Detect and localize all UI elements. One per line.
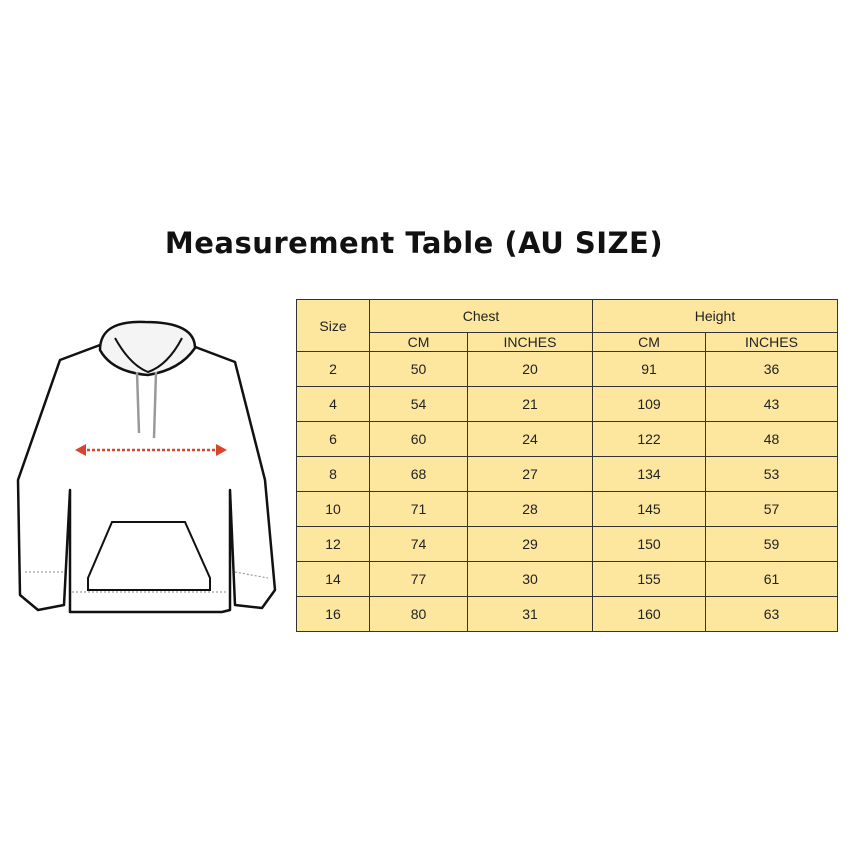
table-cell: 155: [592, 561, 706, 597]
table-cell: 14: [296, 561, 370, 597]
table-cell: 145: [592, 491, 706, 527]
height-header: Height: [592, 299, 838, 333]
table-cell: 27: [467, 456, 593, 492]
table-cell: 54: [369, 386, 468, 422]
table-cell: 24: [467, 421, 593, 457]
table-cell: 50: [369, 351, 468, 387]
unit-header: CM: [592, 332, 706, 352]
table-row: 6 60 24 122 48: [296, 421, 838, 457]
table-cell: 48: [705, 421, 838, 457]
table-cell: 134: [592, 456, 706, 492]
table-row: 10 71 28 145 57: [296, 491, 838, 527]
table-cell: 91: [592, 351, 706, 387]
table-cell: 10: [296, 491, 370, 527]
table-row: 8 68 27 134 53: [296, 456, 838, 492]
table-cell: 28: [467, 491, 593, 527]
table-cell: 2: [296, 351, 370, 387]
table-cell: 30: [467, 561, 593, 597]
table-cell: 8: [296, 456, 370, 492]
table-cell: 36: [705, 351, 838, 387]
table-row: 4 54 21 109 43: [296, 386, 838, 422]
unit-header: CM: [369, 332, 468, 352]
table-cell: 109: [592, 386, 706, 422]
table-cell: 74: [369, 526, 468, 562]
page-title: Measurement Table (AU SIZE): [164, 226, 664, 260]
table-cell: 20: [467, 351, 593, 387]
table-row: 16 80 31 160 63: [296, 596, 838, 632]
table-cell: 53: [705, 456, 838, 492]
table-cell: 6: [296, 421, 370, 457]
table-cell: 80: [369, 596, 468, 632]
table-cell: 29: [467, 526, 593, 562]
unit-header: INCHES: [467, 332, 593, 352]
table-cell: 122: [592, 421, 706, 457]
table-cell: 31: [467, 596, 593, 632]
table-cell: 160: [592, 596, 706, 632]
table-row: 2 50 20 91 36: [296, 351, 838, 387]
size-header: Size: [296, 299, 370, 352]
table-row: 14 77 30 155 61: [296, 561, 838, 597]
table-cell: 16: [296, 596, 370, 632]
table-cell: 4: [296, 386, 370, 422]
hoodie-illustration: [16, 320, 277, 614]
table-cell: 57: [705, 491, 838, 527]
table-cell: 71: [369, 491, 468, 527]
table-cell: 63: [705, 596, 838, 632]
table-cell: 60: [369, 421, 468, 457]
table-row: 12 74 29 150 59: [296, 526, 838, 562]
table-cell: 21: [467, 386, 593, 422]
table-cell: 68: [369, 456, 468, 492]
chest-measure-arrow: [75, 444, 227, 456]
table-cell: 61: [705, 561, 838, 597]
table-cell: 59: [705, 526, 838, 562]
table-cell: 150: [592, 526, 706, 562]
unit-header: INCHES: [705, 332, 838, 352]
chest-header: Chest: [369, 299, 593, 333]
table-cell: 43: [705, 386, 838, 422]
table-cell: 12: [296, 526, 370, 562]
table-cell: 77: [369, 561, 468, 597]
